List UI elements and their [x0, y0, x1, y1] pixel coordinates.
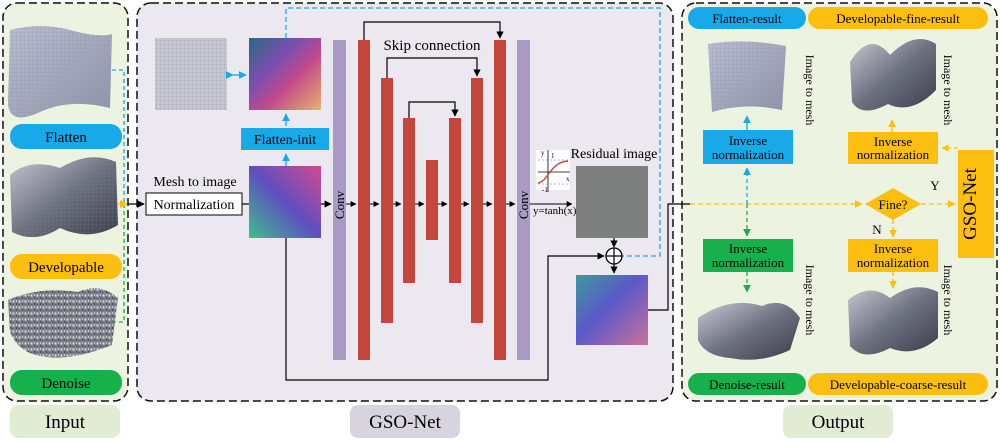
- decoder-layer-2: [471, 78, 483, 323]
- inv-norm-flatten-box: [703, 130, 793, 164]
- inv-norm-coarse-line2: normalization: [857, 255, 930, 270]
- input-geometry-image: [249, 166, 321, 238]
- input-caption: Input: [45, 412, 86, 433]
- dev-fine-result-mesh-image: [850, 38, 936, 111]
- output-geometry-image: [576, 275, 648, 345]
- mesh-to-image-label: Mesh to image: [153, 175, 236, 190]
- input-caption-box: [10, 405, 120, 438]
- denoise-label-box: [10, 370, 122, 395]
- inv-norm-denoise-line2: normalization: [712, 255, 785, 270]
- image-to-mesh-denoise: Image to mesh: [803, 265, 817, 336]
- developable-label: Developable: [28, 260, 104, 276]
- gso-caption-box: [350, 405, 460, 438]
- flatten-result-label: Flatten-result: [712, 11, 782, 26]
- input-flatten-mesh-image: [8, 26, 112, 118]
- input-denoise-mesh-image: [8, 288, 118, 358]
- encoder-layer-2: [381, 78, 393, 323]
- tanh-label: y=tanh(x): [533, 205, 577, 217]
- flatten-result-box: [688, 7, 806, 29]
- tanh-axis-one: 1: [551, 152, 555, 160]
- output-caption: Output: [812, 412, 866, 433]
- conv-right-label: Conv: [516, 190, 531, 219]
- inv-norm-fine-box: [848, 132, 938, 164]
- skip-connection-label: Skip connection: [383, 38, 481, 54]
- flatten-label-box: [10, 124, 122, 149]
- flatten-init-geometry-image: [249, 38, 321, 110]
- gso-caption: GSO-Net: [369, 412, 441, 433]
- fine-decision-label: Fine?: [879, 197, 908, 212]
- flatten-label: Flatten: [45, 130, 87, 146]
- inv-norm-flatten-line1: Inverse: [729, 133, 767, 148]
- image-to-mesh-coarse: Image to mesh: [941, 265, 955, 336]
- adder-symbol: [605, 247, 623, 265]
- inv-norm-fine-line2: normalization: [857, 147, 930, 162]
- residual-image: [576, 166, 648, 238]
- fine-yes-label: Y: [930, 178, 940, 193]
- conv-right-layer: [517, 40, 530, 360]
- decoder-layer-1: [494, 40, 506, 360]
- tanh-inset: [536, 150, 570, 192]
- residual-image-label: Residual image: [571, 147, 658, 162]
- inv-norm-denoise-box: [703, 239, 793, 272]
- gso-net-side-box: [958, 150, 994, 258]
- inv-norm-coarse-box: [848, 239, 938, 272]
- dev-fine-result-label: Developable-fine-result: [836, 11, 960, 26]
- inv-norm-flatten-line2: normalization: [712, 147, 785, 162]
- output-caption-box: [783, 405, 893, 438]
- dev-fine-result-box: [808, 7, 988, 29]
- skip-connections: [363, 21, 504, 118]
- tanh-axis-y: y: [541, 149, 545, 157]
- bottleneck-layer: [426, 160, 438, 240]
- input-developable-mesh-image: [10, 157, 118, 238]
- encoder-layer-1: [358, 40, 370, 360]
- denoise-result-label: Denoise-result: [709, 377, 785, 392]
- flatten-init-feedback-loop: [285, 7, 661, 260]
- dev-coarse-result-mesh-image: [848, 287, 938, 355]
- dev-coarse-result-box: [808, 373, 988, 395]
- conv-left-label: Conv: [332, 190, 347, 219]
- denoise-label: Denoise: [41, 376, 90, 392]
- flatten-init-box: [241, 128, 329, 150]
- developable-label-box: [10, 254, 122, 279]
- denoise-result-mesh-image: [698, 302, 800, 360]
- inv-norm-denoise-line1: Inverse: [729, 241, 767, 256]
- encoder-layer-3: [403, 118, 415, 283]
- tanh-axis-minus-one: -1: [542, 186, 548, 194]
- flatten-init-label: Flatten-init: [254, 133, 316, 148]
- dev-coarse-result-label: Developable-coarse-result: [830, 377, 967, 392]
- denoise-result-box: [688, 373, 806, 395]
- inv-norm-fine-line1: Inverse: [874, 134, 912, 149]
- input-connectors: [112, 69, 145, 323]
- fine-decision-diamond: [865, 188, 921, 220]
- inv-norm-coarse-line1: Inverse: [874, 241, 912, 256]
- image-to-mesh-flatten: Image to mesh: [803, 55, 817, 126]
- uv-grid-image: [155, 38, 227, 110]
- conv-left-layer: [333, 40, 346, 360]
- output-image-to-output-panel: [648, 203, 690, 311]
- image-to-mesh-fine: Image to mesh: [941, 55, 955, 126]
- input-skip-to-adder: [285, 238, 605, 381]
- fine-no-label: N: [872, 222, 882, 237]
- flatten-result-mesh-image: [708, 41, 786, 112]
- tanh-axis-x: x: [566, 175, 570, 183]
- gso-net-side-label: GSO-Net: [960, 167, 981, 239]
- normalization-label: Normalization: [154, 198, 235, 213]
- decoder-layer-3: [449, 118, 461, 283]
